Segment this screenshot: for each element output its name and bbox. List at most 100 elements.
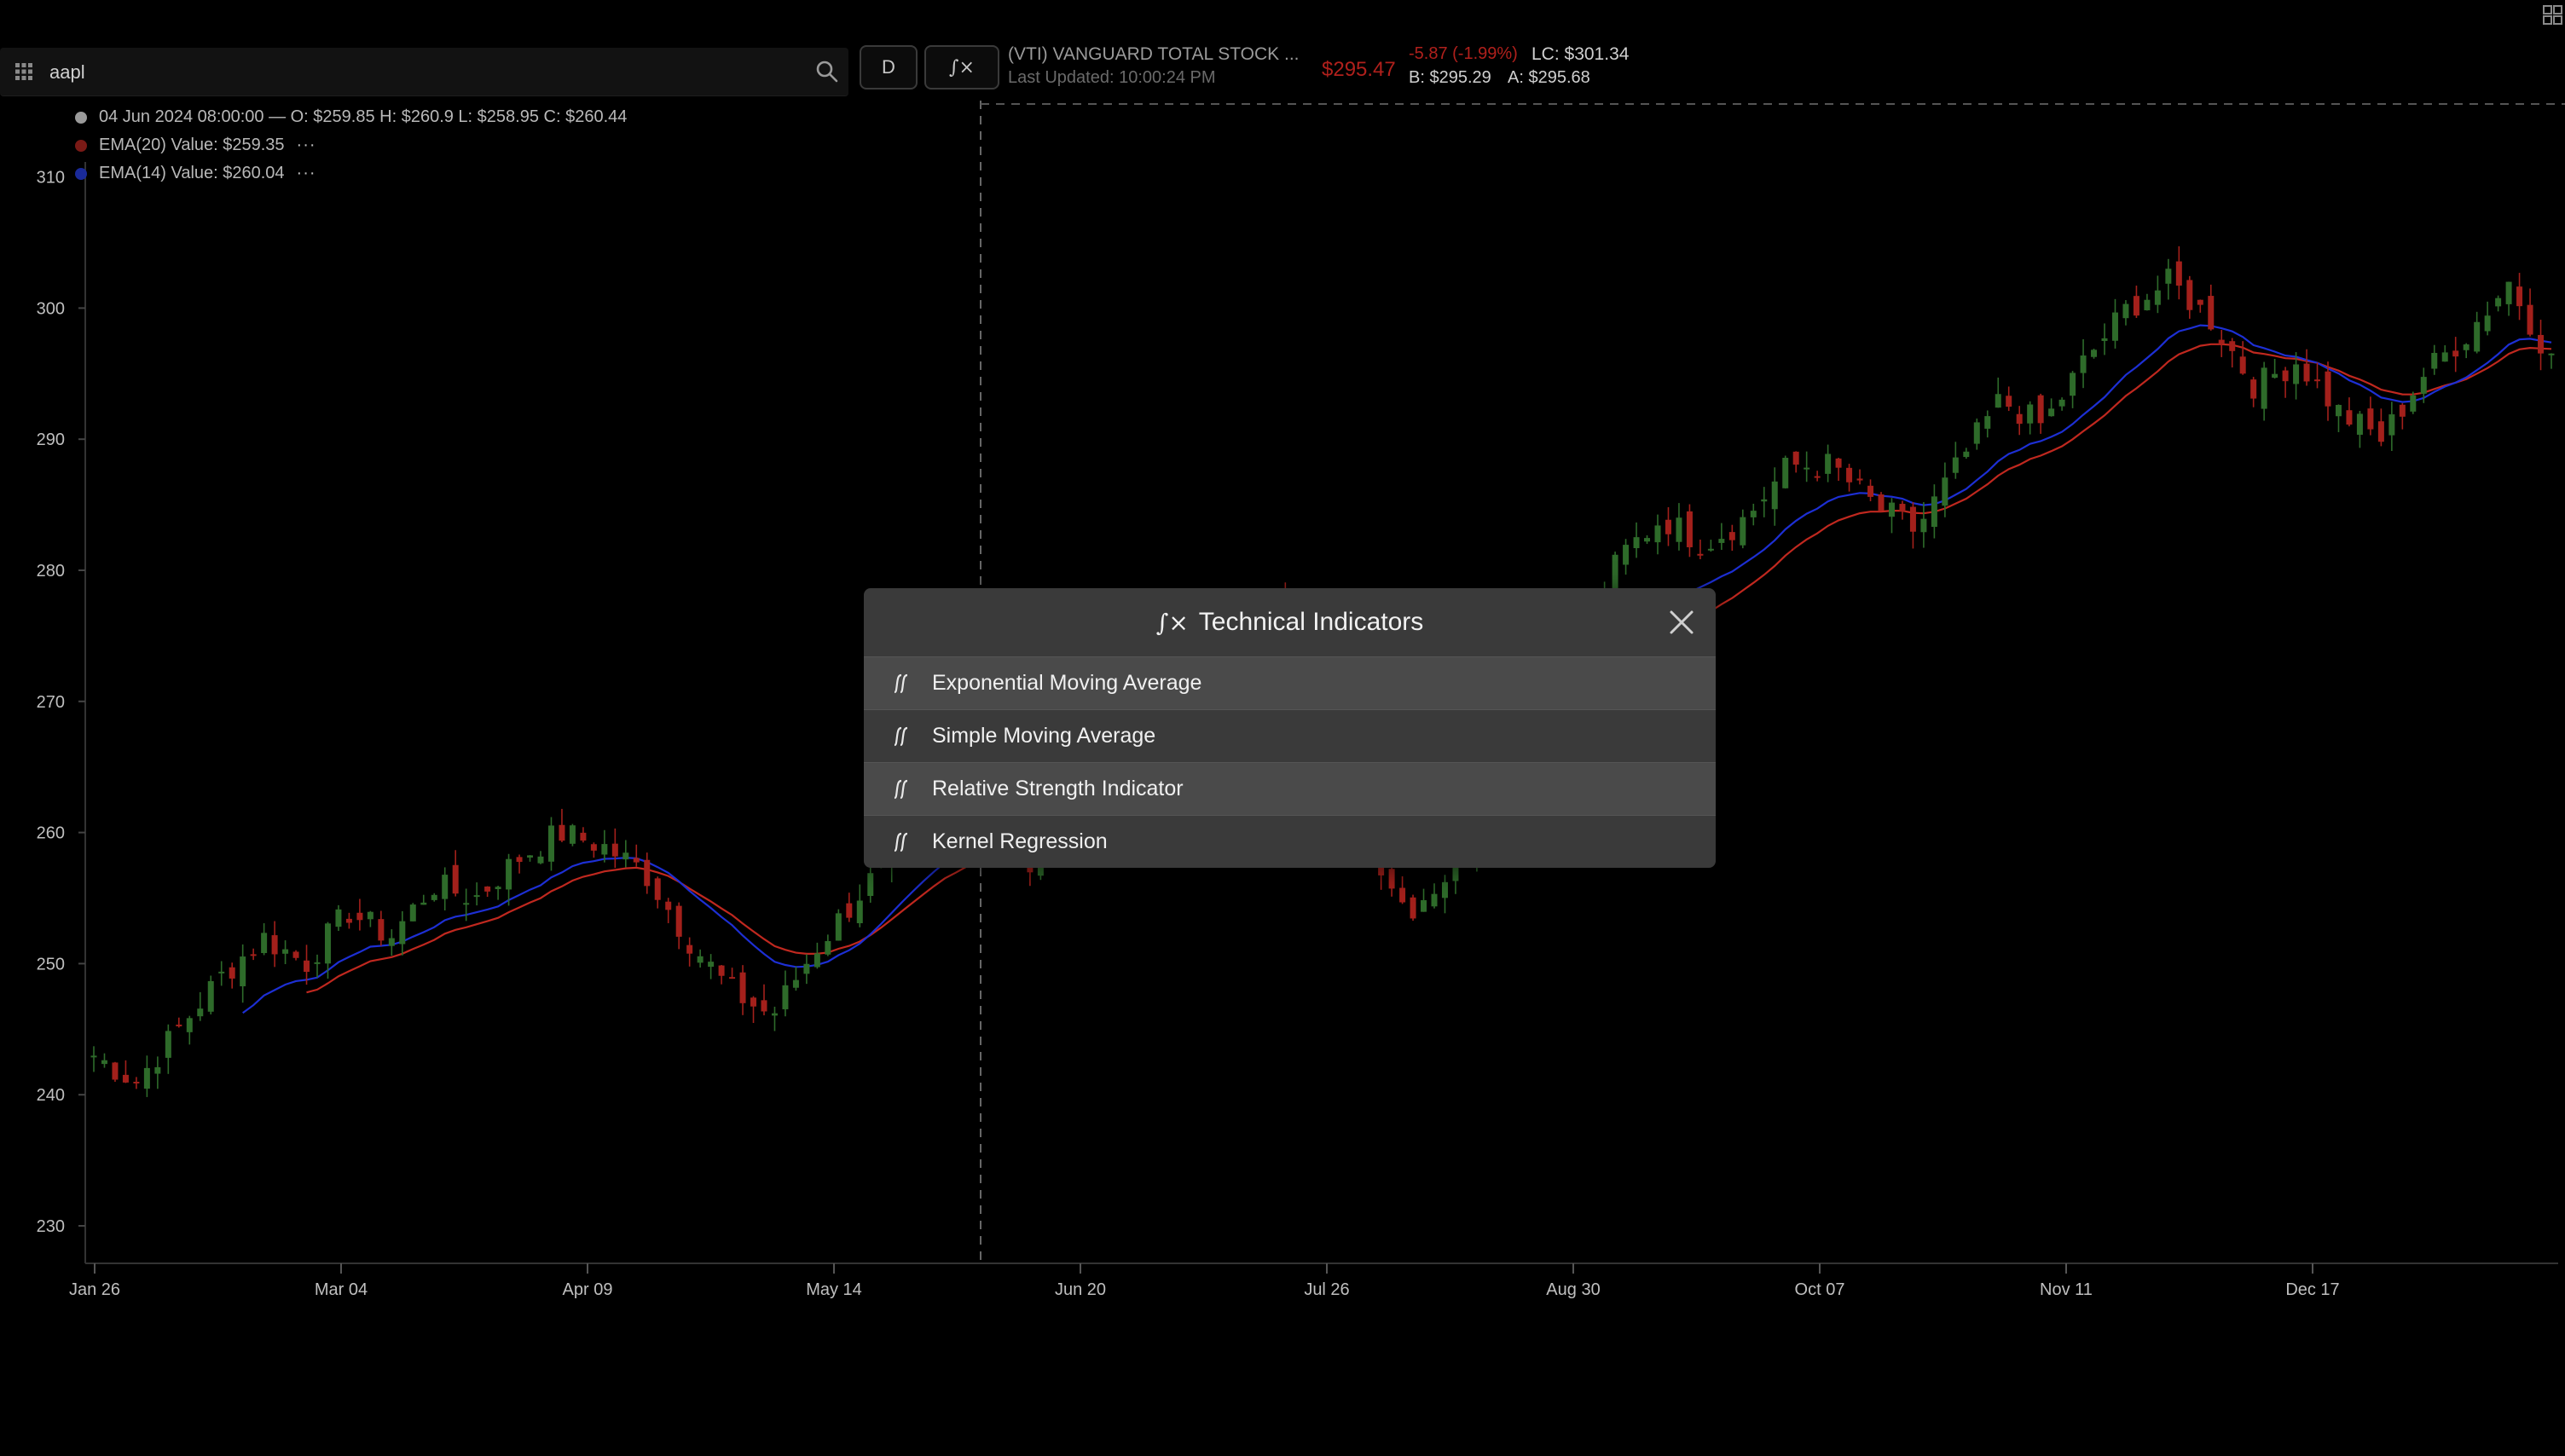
candle-body bbox=[761, 1000, 767, 1012]
candle-body bbox=[739, 972, 746, 1003]
y-tick-label: 280 bbox=[37, 562, 65, 581]
candle-body bbox=[537, 856, 544, 864]
candle-body bbox=[1984, 416, 1991, 429]
indicators-button[interactable]: ∫× bbox=[924, 45, 999, 90]
candle-body bbox=[1676, 517, 1682, 542]
candle-body bbox=[622, 852, 629, 860]
quote-last-close: LC: $301.34 bbox=[1531, 44, 1630, 64]
ema20-more-button[interactable]: ··· bbox=[296, 136, 316, 154]
candle-body bbox=[2452, 350, 2459, 357]
candle-body bbox=[101, 1060, 107, 1065]
candle-body bbox=[473, 895, 480, 898]
candle-body bbox=[420, 902, 427, 905]
indicator-item-label: Kernel Regression bbox=[932, 829, 1108, 853]
candle-body bbox=[2441, 352, 2448, 362]
quote-change: -5.87 (-1.99%) bbox=[1409, 44, 1518, 63]
ema14-more-button[interactable]: ··· bbox=[296, 164, 316, 182]
candle-body bbox=[506, 858, 512, 890]
search-icon[interactable] bbox=[815, 60, 839, 84]
candle-body bbox=[1644, 538, 1651, 542]
y-tick-label: 260 bbox=[37, 824, 65, 843]
candle-body bbox=[240, 956, 246, 986]
candle-body bbox=[218, 971, 225, 974]
interval-button[interactable]: D bbox=[860, 45, 918, 90]
y-tick-label: 310 bbox=[37, 169, 65, 188]
candle-body bbox=[2229, 341, 2236, 351]
technical-indicators-modal: ∫× Technical Indicators Exponential Movi… bbox=[864, 588, 1716, 868]
candle-body bbox=[856, 900, 863, 923]
layout-grid-icon[interactable] bbox=[2541, 3, 2565, 27]
candle-body bbox=[1963, 451, 1970, 458]
candle-body bbox=[846, 903, 853, 918]
candle-body bbox=[1750, 511, 1757, 517]
close-icon[interactable] bbox=[1666, 607, 1697, 638]
indicator-item-label: Exponential Moving Average bbox=[932, 671, 1202, 695]
candle-body bbox=[1814, 476, 1821, 478]
x-tick-label: Jan 26 bbox=[69, 1280, 120, 1299]
candle-body bbox=[1952, 457, 1959, 473]
candle-body bbox=[409, 904, 416, 922]
indicator-item-label: Simple Moving Average bbox=[932, 724, 1156, 748]
candle-body bbox=[1623, 545, 1630, 565]
candle-body bbox=[165, 1031, 171, 1058]
candle-body bbox=[271, 935, 278, 955]
candle-body bbox=[580, 832, 587, 841]
candle-body bbox=[1686, 511, 1693, 547]
symbol-search-input[interactable] bbox=[48, 56, 802, 89]
candle-body bbox=[2399, 404, 2406, 417]
candle-body bbox=[771, 1013, 778, 1016]
candle-body bbox=[2048, 408, 2055, 417]
apps-grid-icon[interactable] bbox=[14, 61, 34, 82]
candle-body bbox=[2250, 379, 2257, 399]
candle-body bbox=[122, 1074, 129, 1083]
candle-body bbox=[2463, 344, 2469, 350]
candle-body bbox=[143, 1067, 150, 1089]
candle-body bbox=[2303, 363, 2310, 382]
candle-body bbox=[378, 919, 385, 941]
candle-body bbox=[2495, 298, 2502, 307]
indicator-item-sma[interactable]: Simple Moving Average bbox=[864, 709, 1716, 762]
candle-body bbox=[708, 962, 715, 968]
x-tick-label: Nov 11 bbox=[2040, 1280, 2093, 1299]
candle-body bbox=[803, 963, 810, 974]
candle-body bbox=[559, 824, 565, 841]
indicator-item-rsi[interactable]: Relative Strength Indicator bbox=[864, 762, 1716, 815]
candle-body bbox=[2388, 414, 2395, 436]
candle-body bbox=[495, 887, 501, 890]
candle-body bbox=[2377, 421, 2384, 442]
y-tick-label: 300 bbox=[37, 299, 65, 318]
legend-ema14: EMA(14) Value: $260.04 ··· bbox=[75, 164, 316, 183]
candle-body bbox=[2091, 350, 2098, 357]
candle-body bbox=[835, 913, 842, 941]
candle-body bbox=[1995, 394, 2001, 408]
x-tick-label: Mar 04 bbox=[315, 1280, 368, 1299]
candle-body bbox=[442, 875, 449, 899]
quote-bid: B: $295.29 bbox=[1409, 68, 1491, 87]
indicator-item-kernel-regression[interactable]: Kernel Regression bbox=[864, 815, 1716, 868]
indicator-item-ema[interactable]: Exponential Moving Average bbox=[864, 656, 1716, 709]
candle-body bbox=[1931, 496, 1937, 528]
candle-body bbox=[1942, 477, 1948, 506]
quote-ask: A: $295.68 bbox=[1508, 68, 1590, 87]
x-tick-label: Jun 20 bbox=[1055, 1280, 1106, 1299]
x-tick-label: Jul 26 bbox=[1304, 1280, 1349, 1299]
candle-body bbox=[1633, 537, 1640, 549]
candle-body bbox=[825, 940, 831, 955]
candle-body bbox=[2272, 373, 2278, 378]
candle-body bbox=[2356, 413, 2363, 435]
integral-icon bbox=[894, 726, 908, 746]
candle-body bbox=[1718, 539, 1725, 543]
candle-body bbox=[2006, 396, 2012, 407]
candle-body bbox=[2154, 290, 2161, 305]
candle-body bbox=[792, 979, 799, 988]
candle-body bbox=[2516, 286, 2523, 307]
candle-body bbox=[1867, 485, 1874, 497]
quote-last-updated: Last Updated: 10:00:24 PM bbox=[1008, 68, 1216, 87]
candle-body bbox=[718, 965, 725, 976]
candle-body bbox=[1835, 458, 1842, 468]
candle-body bbox=[2175, 261, 2182, 286]
candle-body bbox=[1888, 502, 1895, 517]
candle-body bbox=[2293, 364, 2300, 384]
candle-body bbox=[569, 825, 576, 844]
candle-body bbox=[547, 825, 554, 862]
